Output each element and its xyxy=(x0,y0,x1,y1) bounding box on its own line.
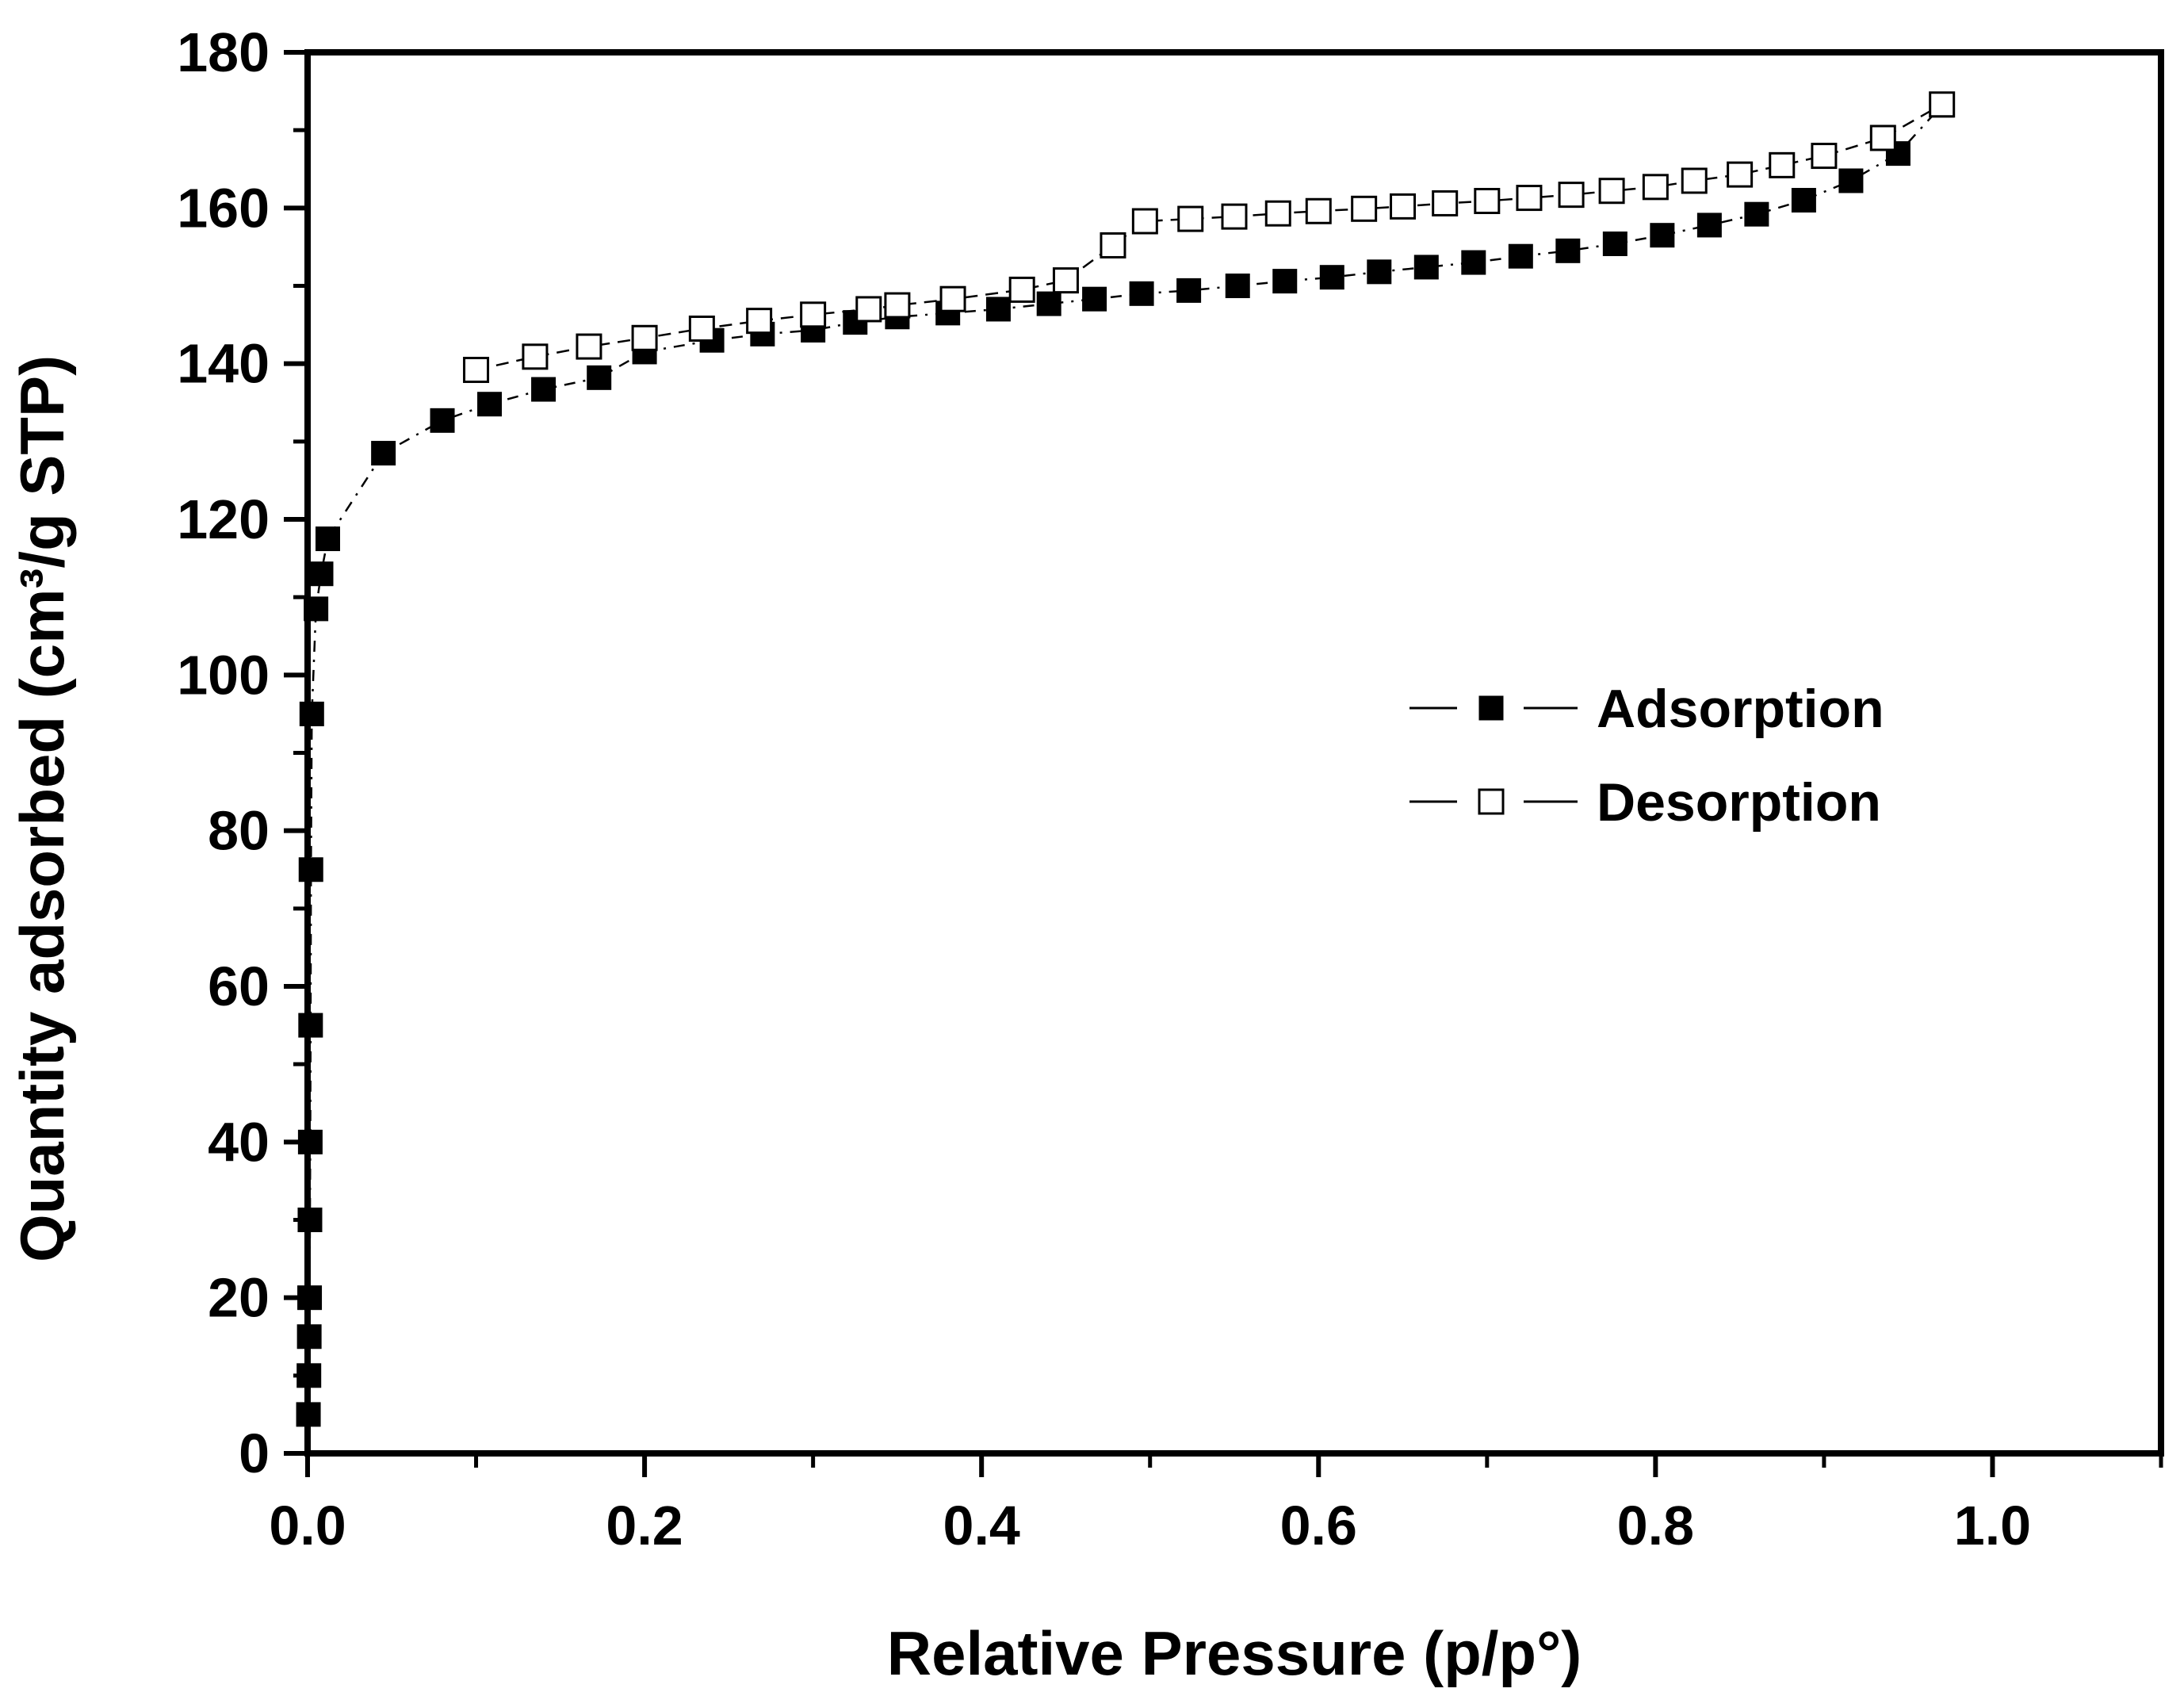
adsorption-point xyxy=(1367,259,1392,285)
x-tick-label: 0.4 xyxy=(943,1495,1020,1556)
desorption-point xyxy=(939,285,966,312)
adsorption-point xyxy=(297,1208,323,1232)
adsorption-point xyxy=(304,596,329,622)
desorption-point xyxy=(1131,208,1158,235)
desorption-point xyxy=(522,343,549,370)
adsorption-point xyxy=(298,857,323,882)
x-tick-label: 0.6 xyxy=(1280,1495,1357,1556)
adsorption-point xyxy=(985,297,1011,322)
y-tick-label: 40 xyxy=(208,1111,270,1173)
adsorption-point xyxy=(1225,274,1250,298)
y-tick-label: 0 xyxy=(239,1422,270,1484)
x-axis-title: Relative Pressure (p/p°) xyxy=(887,1618,1582,1688)
y-tick-label: 60 xyxy=(208,955,270,1017)
adsorption-point xyxy=(308,561,334,587)
legend-marker-desorption xyxy=(1478,788,1505,815)
y-axis-title: Quantity adsorbed (cm³/g STP) xyxy=(7,355,77,1262)
desorption-point xyxy=(1264,200,1291,227)
x-axis: 0.0 0.2 0.4 0.6 0.8 1.0 xyxy=(269,1453,2163,1556)
desorption-point xyxy=(1305,197,1332,224)
desorption-point xyxy=(1516,185,1543,212)
adsorption-point xyxy=(1650,223,1675,248)
desorption-point xyxy=(1558,182,1585,209)
desorption-point xyxy=(1642,174,1669,201)
desorption-point xyxy=(1769,151,1796,178)
x-tick-label: 1.0 xyxy=(1954,1495,2031,1556)
plot-frame xyxy=(304,49,2164,1457)
adsorption-point xyxy=(1082,286,1107,312)
adsorption-point xyxy=(477,392,503,417)
desorption-point xyxy=(800,301,827,328)
series-layer xyxy=(296,91,1956,1427)
adsorption-point xyxy=(297,1285,323,1311)
adsorption-point xyxy=(297,1129,323,1154)
desorption-point xyxy=(855,296,882,323)
y-tick-label: 80 xyxy=(208,800,270,862)
adsorption-point xyxy=(296,1324,322,1350)
desorption-point xyxy=(1869,124,1896,151)
adsorption-point xyxy=(1791,188,1816,213)
y-tick-label: 180 xyxy=(177,21,270,83)
desorption-point xyxy=(631,324,658,351)
x-tick-label: 0.0 xyxy=(269,1495,346,1556)
adsorption-point xyxy=(296,1363,322,1388)
desorption-point xyxy=(688,315,715,342)
y-tick-label: 100 xyxy=(177,644,270,706)
adsorption-point xyxy=(1319,265,1344,290)
adsorption-point xyxy=(1555,238,1581,263)
adsorption-point xyxy=(430,408,455,433)
desorption-point xyxy=(1221,203,1248,230)
adsorption-point xyxy=(299,701,324,726)
desorption-point xyxy=(884,292,911,319)
adsorption-point xyxy=(298,1013,323,1038)
desorption-point xyxy=(1598,178,1625,205)
adsorption-series-line xyxy=(307,104,1943,1415)
adsorption-point xyxy=(1129,281,1154,306)
desorption-point xyxy=(1100,232,1126,258)
legend-label-desorption: Desorption xyxy=(1597,772,1881,833)
y-tick-label: 20 xyxy=(208,1267,270,1329)
desorption-point xyxy=(1177,205,1204,232)
adsorption-point xyxy=(587,365,612,390)
adsorption-point xyxy=(1272,269,1298,294)
adsorption-point xyxy=(1744,201,1769,227)
adsorption-point xyxy=(1838,168,1864,193)
desorption-point xyxy=(463,357,490,384)
desorption-point xyxy=(1390,193,1417,220)
desorption-point xyxy=(1008,276,1035,303)
adsorption-point xyxy=(1176,278,1202,303)
legend: Adsorption Desorption xyxy=(1409,679,1884,833)
desorption-point xyxy=(1432,190,1459,216)
adsorption-point xyxy=(1508,243,1533,269)
y-axis: 0 20 40 60 80 100 120 140 160 180 xyxy=(177,21,308,1484)
x-tick-label: 0.2 xyxy=(606,1495,683,1556)
adsorption-point xyxy=(316,526,341,552)
desorption-point xyxy=(1052,267,1079,294)
desorption-point xyxy=(1474,187,1501,214)
adsorption-point xyxy=(296,1402,321,1427)
adsorption-point xyxy=(371,441,396,466)
adsorption-point xyxy=(1413,255,1439,280)
adsorption-point xyxy=(531,377,557,402)
adsorption-point xyxy=(1602,231,1627,256)
desorption-point xyxy=(1727,161,1754,188)
y-tick-label: 160 xyxy=(177,177,270,239)
adsorption-point xyxy=(1696,212,1722,238)
desorption-point xyxy=(1351,195,1378,222)
desorption-point xyxy=(746,308,773,335)
y-tick-label: 140 xyxy=(177,333,270,395)
adsorption-point xyxy=(1036,291,1061,316)
desorption-point xyxy=(1929,91,1956,118)
legend-marker-adsorption xyxy=(1478,695,1504,721)
x-tick-label: 0.8 xyxy=(1617,1495,1694,1556)
desorption-point xyxy=(1681,167,1708,194)
adsorption-point xyxy=(1461,250,1486,275)
legend-label-adsorption: Adsorption xyxy=(1597,679,1884,739)
y-tick-label: 120 xyxy=(177,488,270,550)
desorption-point xyxy=(1811,143,1838,170)
desorption-point xyxy=(576,333,602,360)
